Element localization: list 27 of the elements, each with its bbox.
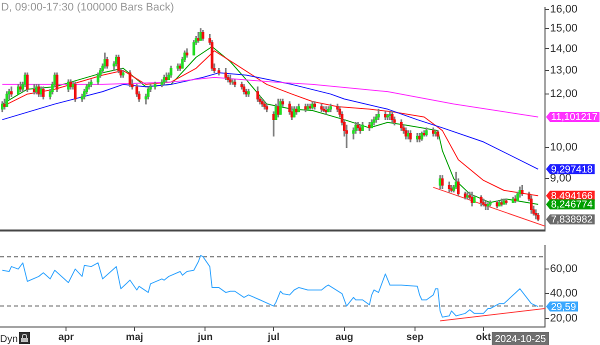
y-tick-label: 15,00 <box>550 22 578 34</box>
text: 7,838982 <box>551 214 593 226</box>
x-tick-label: maj <box>126 332 144 343</box>
y-tick-label: 60,00 <box>550 263 578 276</box>
y-tick-label: 40,00 <box>550 288 578 300</box>
x-tick-label: okt <box>476 332 492 343</box>
y-tick-label: 13,00 <box>550 64 578 77</box>
chart-title: D, 09:00-17:30 (100000 Bars Back) <box>1 2 174 14</box>
y-tick-label: 14,00 <box>550 42 578 55</box>
data-label: 29,59 <box>551 302 576 313</box>
data-label: 8,246774 <box>551 200 594 211</box>
y-tick-label: 16,00 <box>550 3 578 16</box>
data-label: 9,297418 <box>551 164 594 176</box>
text: Dyn <box>0 334 18 345</box>
data-label: 11,101217 <box>551 112 598 124</box>
x-tick-label: sep <box>406 332 424 343</box>
y-tick-label: 10,00 <box>550 142 578 154</box>
y-tick-label: 12,00 <box>550 88 578 100</box>
text: 2024-10-25 <box>494 334 546 345</box>
candlestick <box>388 111 392 120</box>
y-tick-label: 20,00 <box>550 312 578 324</box>
x-tick-label: jun <box>196 332 213 343</box>
x-tick-label: jul <box>266 332 280 343</box>
x-tick-label: aug <box>335 332 354 343</box>
x-tick-label: apr <box>58 332 74 343</box>
data-label: 8,494166 <box>551 190 594 202</box>
y-tick-label: 9,00 <box>550 172 572 185</box>
